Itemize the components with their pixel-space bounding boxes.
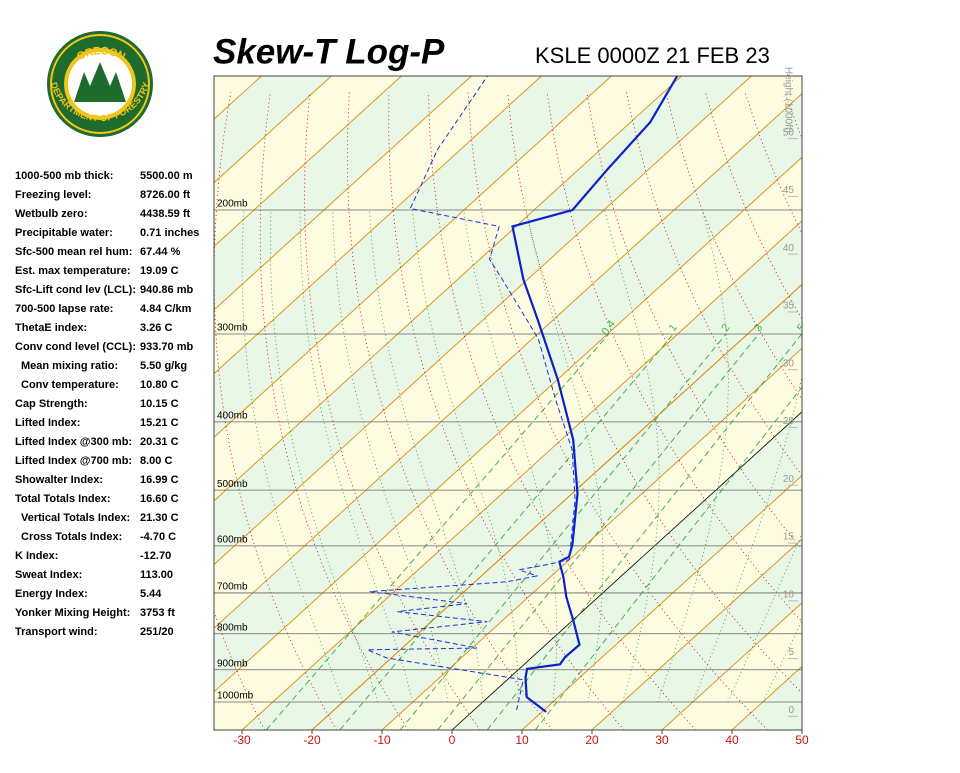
stat-value: 4438.59 ft [140, 208, 190, 220]
dry-adiabat [785, 92, 960, 730]
stat-value: 3753 ft [140, 607, 175, 619]
stat-label: Est. max temperature: [15, 265, 131, 277]
y-tick-label: 1000mb [217, 691, 254, 702]
isotherm [802, 76, 960, 730]
y2-tick-label: 5 [788, 647, 794, 658]
stat-value: -12.70 [140, 550, 171, 562]
stat-label: Lifted Index @700 mb: [15, 455, 132, 467]
stat-value: 20.31 C [140, 436, 179, 448]
y2-tick-label: 30 [783, 358, 795, 369]
stat-value: 5.44 [140, 588, 162, 600]
y-tick-label: 500mb [217, 479, 248, 490]
stat-value: 0.71 inches [140, 227, 199, 239]
stat-label: ThetaE index: [15, 322, 87, 334]
chart-title: Skew-T Log-P [213, 32, 445, 71]
stat-value: 933.70 mb [140, 341, 193, 353]
chart-subtitle: KSLE 0000Z 21 FEB 23 [535, 43, 770, 68]
y2-tick-label: 40 [783, 243, 795, 254]
x-tick-label: 40 [725, 733, 739, 747]
y-tick-label: 900mb [217, 658, 248, 669]
logo: OREGON DEPARTMENT OF FORESTRY [47, 31, 153, 137]
stat-value: -4.70 C [140, 531, 176, 543]
y2-tick-label: 35 [783, 301, 795, 312]
stat-value: 67.44 % [140, 246, 181, 258]
stat-label: Conv cond level (CCL): [15, 341, 136, 353]
y-tick-label: 800mb [217, 622, 248, 633]
stat-value: 4.84 C/km [140, 303, 192, 315]
stat-label: Lifted Index @300 mb: [15, 436, 132, 448]
y2-axis-label: Height (1000ft) [782, 67, 793, 133]
x-tick-label: 50 [795, 733, 809, 747]
y2-tick-label: 15 [783, 532, 795, 543]
dry-adiabat [824, 92, 960, 730]
stat-label: Freezing level: [15, 189, 91, 201]
stat-label: Sweat Index: [15, 569, 82, 581]
stat-value: 10.15 C [140, 398, 179, 410]
y2-tick-label: 10 [783, 589, 795, 600]
stat-value: 16.60 C [140, 493, 179, 505]
stat-value: 8.00 C [140, 455, 172, 467]
dry-adiabat [943, 92, 960, 730]
stat-label: K Index: [15, 550, 58, 562]
stat-value: 8726.00 ft [140, 189, 190, 201]
stat-label: Showalter Index: [15, 474, 103, 486]
stat-value: 10.80 C [140, 379, 179, 391]
y2-tick-label: 25 [783, 416, 795, 427]
stat-label: Precipitable water: [15, 227, 113, 239]
y2-tick-label: 20 [783, 474, 795, 485]
y-tick-label: 300mb [217, 323, 248, 334]
x-tick-label: -10 [373, 733, 391, 747]
stat-value: 15.21 C [140, 417, 179, 429]
stat-value: 113.00 [140, 569, 173, 581]
y-tick-label: 700mb [217, 582, 248, 593]
stat-value: 21.30 C [140, 512, 179, 524]
stat-label: Cross Totals Index: [21, 531, 122, 543]
x-tick-label: 0 [449, 733, 456, 747]
x-tick-label: -30 [233, 733, 251, 747]
stat-label: Cap Strength: [15, 398, 88, 410]
stat-label: Yonker Mixing Height: [15, 607, 130, 619]
stat-label: Wetbulb zero: [15, 208, 88, 220]
stat-label: Energy Index: [15, 588, 88, 600]
stat-label: 1000-500 mb thick: [15, 170, 113, 182]
stat-label: 700-500 lapse rate: [15, 303, 113, 315]
stat-label: Vertical Totals Index: [21, 512, 130, 524]
stats-table: 1000-500 mb thick: 5500.00 m Freezing leve… [15, 170, 199, 638]
y-tick-label: 200mb [217, 199, 248, 210]
x-tick-label: 30 [655, 733, 669, 747]
y-tick-label: 400mb [217, 411, 248, 422]
stat-value: 3.26 C [140, 322, 172, 334]
y2-tick-label: 45 [783, 185, 795, 196]
dry-adiabat [864, 92, 960, 730]
stat-value: 16.99 C [140, 474, 179, 486]
stat-value: 251/20 [140, 626, 174, 638]
stat-label: Lifted Index: [15, 417, 80, 429]
stat-label: Conv temperature: [21, 379, 119, 391]
stat-label: Transport wind: [15, 626, 98, 638]
y2-tick-label: 0 [788, 705, 794, 716]
stat-value: 5.50 g/kg [140, 360, 187, 372]
x-tick-label: 20 [585, 733, 599, 747]
x-tick-label: -20 [303, 733, 321, 747]
y-tick-label: 600mb [217, 534, 248, 545]
stat-label: Mean mixing ratio: [21, 360, 118, 372]
stat-label: Sfc-Lift cond lev (LCL): [15, 284, 136, 296]
stat-label: Sfc-500 mean rel hum: [15, 246, 132, 258]
dry-adiabat [903, 92, 960, 730]
mixing-ratio-label: 8 [836, 322, 849, 334]
stat-value: 5500.00 m [140, 170, 193, 182]
stat-value: 940.86 mb [140, 284, 193, 296]
stat-value: 19.09 C [140, 265, 179, 277]
x-tick-label: 10 [515, 733, 529, 747]
stat-label: Total Totals Index: [15, 493, 111, 505]
